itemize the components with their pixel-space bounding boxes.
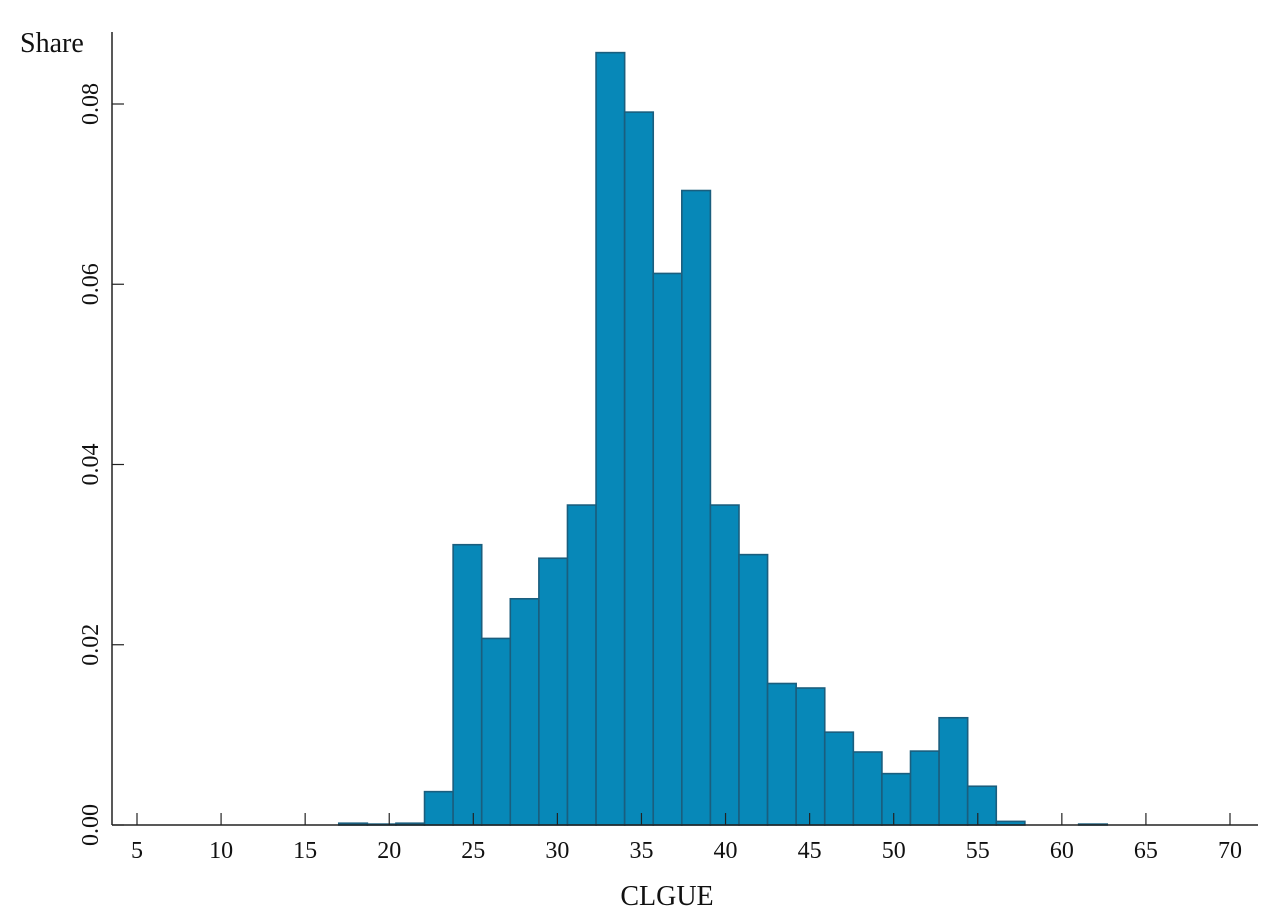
histogram-bar (452, 543, 483, 826)
y-tick-label: 0.06 (78, 263, 104, 305)
histogram-bar (766, 682, 797, 826)
histogram-bar (823, 731, 855, 826)
histogram-bar (681, 189, 712, 826)
histogram-bar (566, 504, 597, 826)
histogram-bar (966, 785, 998, 826)
x-tick-label: 5 (131, 838, 143, 864)
x-tick-label: 65 (1134, 838, 1158, 864)
x-tick-label: 60 (1050, 838, 1074, 864)
histogram-bar (938, 716, 969, 826)
histogram-bar (881, 772, 912, 826)
histogram-bar (652, 272, 683, 826)
x-axis-ticks: 5 10 15 20 25 30 35 40 45 50 55 60 65 70 (131, 813, 1242, 864)
histogram-bars (337, 51, 1109, 826)
x-tick-label: 20 (377, 838, 401, 864)
y-tick-label: 0.02 (78, 624, 104, 666)
histogram-bar (538, 557, 569, 826)
histogram-bar (595, 51, 626, 826)
x-tick-label: 25 (461, 838, 485, 864)
x-tick-label: 15 (293, 838, 317, 864)
histogram-bar (480, 637, 512, 826)
y-axis-ticks: 0.00 0.02 0.04 0.06 0.08 (78, 83, 124, 846)
x-tick-label: 70 (1218, 838, 1242, 864)
histogram-bar (623, 111, 655, 826)
x-tick-label: 55 (966, 838, 990, 864)
histogram-bar (795, 687, 826, 826)
axes (111, 32, 1258, 826)
x-tick-label: 30 (545, 838, 569, 864)
x-tick-label: 50 (882, 838, 906, 864)
x-tick-label: 45 (798, 838, 822, 864)
y-tick-label: 0.04 (78, 444, 104, 486)
histogram-bar (509, 597, 540, 826)
histogram-bar (738, 553, 769, 826)
histogram-bar (709, 504, 740, 826)
y-tick-label: 0.00 (78, 804, 104, 846)
histogram-bar (423, 790, 454, 826)
x-tick-label: 40 (714, 838, 738, 864)
x-tick-label: 10 (209, 838, 233, 864)
y-tick-label: 0.08 (78, 83, 104, 125)
histogram-bar (852, 751, 883, 826)
y-axis-title: Share (20, 28, 84, 59)
x-tick-label: 35 (629, 838, 653, 864)
histogram-bar (909, 750, 940, 826)
x-axis-title: CLGUE (620, 881, 713, 912)
